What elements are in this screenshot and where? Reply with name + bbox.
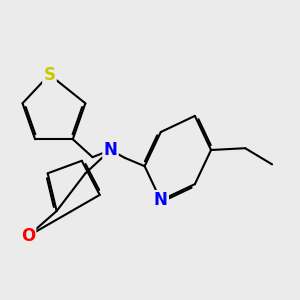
Text: O: O	[21, 227, 35, 245]
Text: N: N	[154, 191, 168, 209]
Text: S: S	[44, 66, 56, 84]
Text: N: N	[103, 141, 117, 159]
